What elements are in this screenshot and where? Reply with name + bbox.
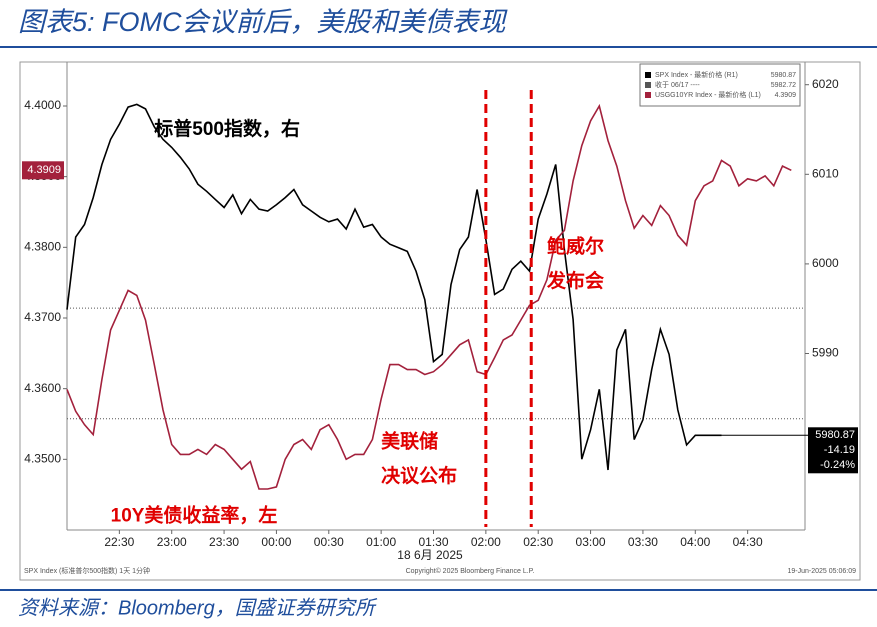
x-tick-label: 00:30 xyxy=(314,535,344,549)
x-tick-label: 03:30 xyxy=(628,535,658,549)
last-tag-label: 4.3909 xyxy=(27,164,61,176)
last-tag xyxy=(808,427,858,474)
legend-label: 收于 06/17 ---- xyxy=(655,80,700,89)
y-tick-label: 4.3500 xyxy=(24,452,61,466)
last-tag-label: 5980.87 xyxy=(815,429,855,441)
x-tick-label: 02:30 xyxy=(523,535,553,549)
footer: SPX Index (标准普尔500指数) 1天 1分钟 xyxy=(24,566,150,575)
legend-swatch xyxy=(645,82,651,88)
y-tick-label: 4.3800 xyxy=(24,239,61,253)
annotation: 美联储 xyxy=(381,429,438,452)
x-tick-label: 04:00 xyxy=(680,535,710,549)
x-tick-label: 03:00 xyxy=(576,535,606,549)
footer: 19-Jun-2025 05:06:09 xyxy=(788,568,857,575)
series-line xyxy=(66,103,722,471)
source: 资料来源：Bloomberg，国盛证券研究所 xyxy=(18,597,378,619)
y-tick-label: 4.3700 xyxy=(24,310,61,324)
annotation: 10Y美债收益率，左 xyxy=(111,504,278,527)
x-tick-label: 02:00 xyxy=(471,535,501,549)
x-tick-label: 01:00 xyxy=(366,535,396,549)
y2-tick-label: 6020 xyxy=(812,77,839,91)
y-tick-label: 4.4000 xyxy=(24,98,61,112)
series-line xyxy=(66,103,792,490)
footer: Copyright© 2025 Bloomberg Finance L.P. xyxy=(406,567,535,575)
legend-swatch xyxy=(645,72,651,78)
annotation: 标普500指数，右 xyxy=(154,117,300,140)
plot-frame xyxy=(19,61,861,581)
x-sublabel: 18 6月 2025 xyxy=(397,548,463,562)
legend-label: USGG10YR Index - 最新价格 (L1) xyxy=(655,90,761,99)
x-tick-label: 22:30 xyxy=(104,535,134,549)
annotation: 发布会 xyxy=(546,269,604,292)
legend-value: 5982.72 xyxy=(771,82,796,89)
x-tick-label: 23:30 xyxy=(209,535,239,549)
chart-title: 图表5: FOMC会议前后，美股和美债表现 xyxy=(18,7,509,37)
change-label: -0.24% xyxy=(820,459,855,471)
last-tag xyxy=(22,161,64,180)
legend-value: 5980.87 xyxy=(771,72,796,79)
x-tick-label: 01:30 xyxy=(418,535,448,549)
legend-swatch xyxy=(645,92,651,98)
legend-value: 4.3909 xyxy=(775,92,797,99)
x-tick-label: 04:30 xyxy=(733,535,763,549)
x-tick-label: 23:00 xyxy=(157,535,187,549)
y-tick-label: 4.3600 xyxy=(24,381,61,395)
change-label: -14.19 xyxy=(824,444,855,456)
legend-box xyxy=(639,63,801,107)
y2-tick-label: 6000 xyxy=(812,256,839,270)
annotation: 决议公布 xyxy=(381,464,457,487)
legend-label: SPX Index - 最新价格 (R1) xyxy=(655,70,738,79)
annotation: 鲍威尔 xyxy=(547,234,604,257)
x-tick-label: 00:00 xyxy=(261,535,291,549)
y2-tick-label: 6010 xyxy=(812,166,839,180)
y2-tick-label: 5990 xyxy=(812,346,839,360)
